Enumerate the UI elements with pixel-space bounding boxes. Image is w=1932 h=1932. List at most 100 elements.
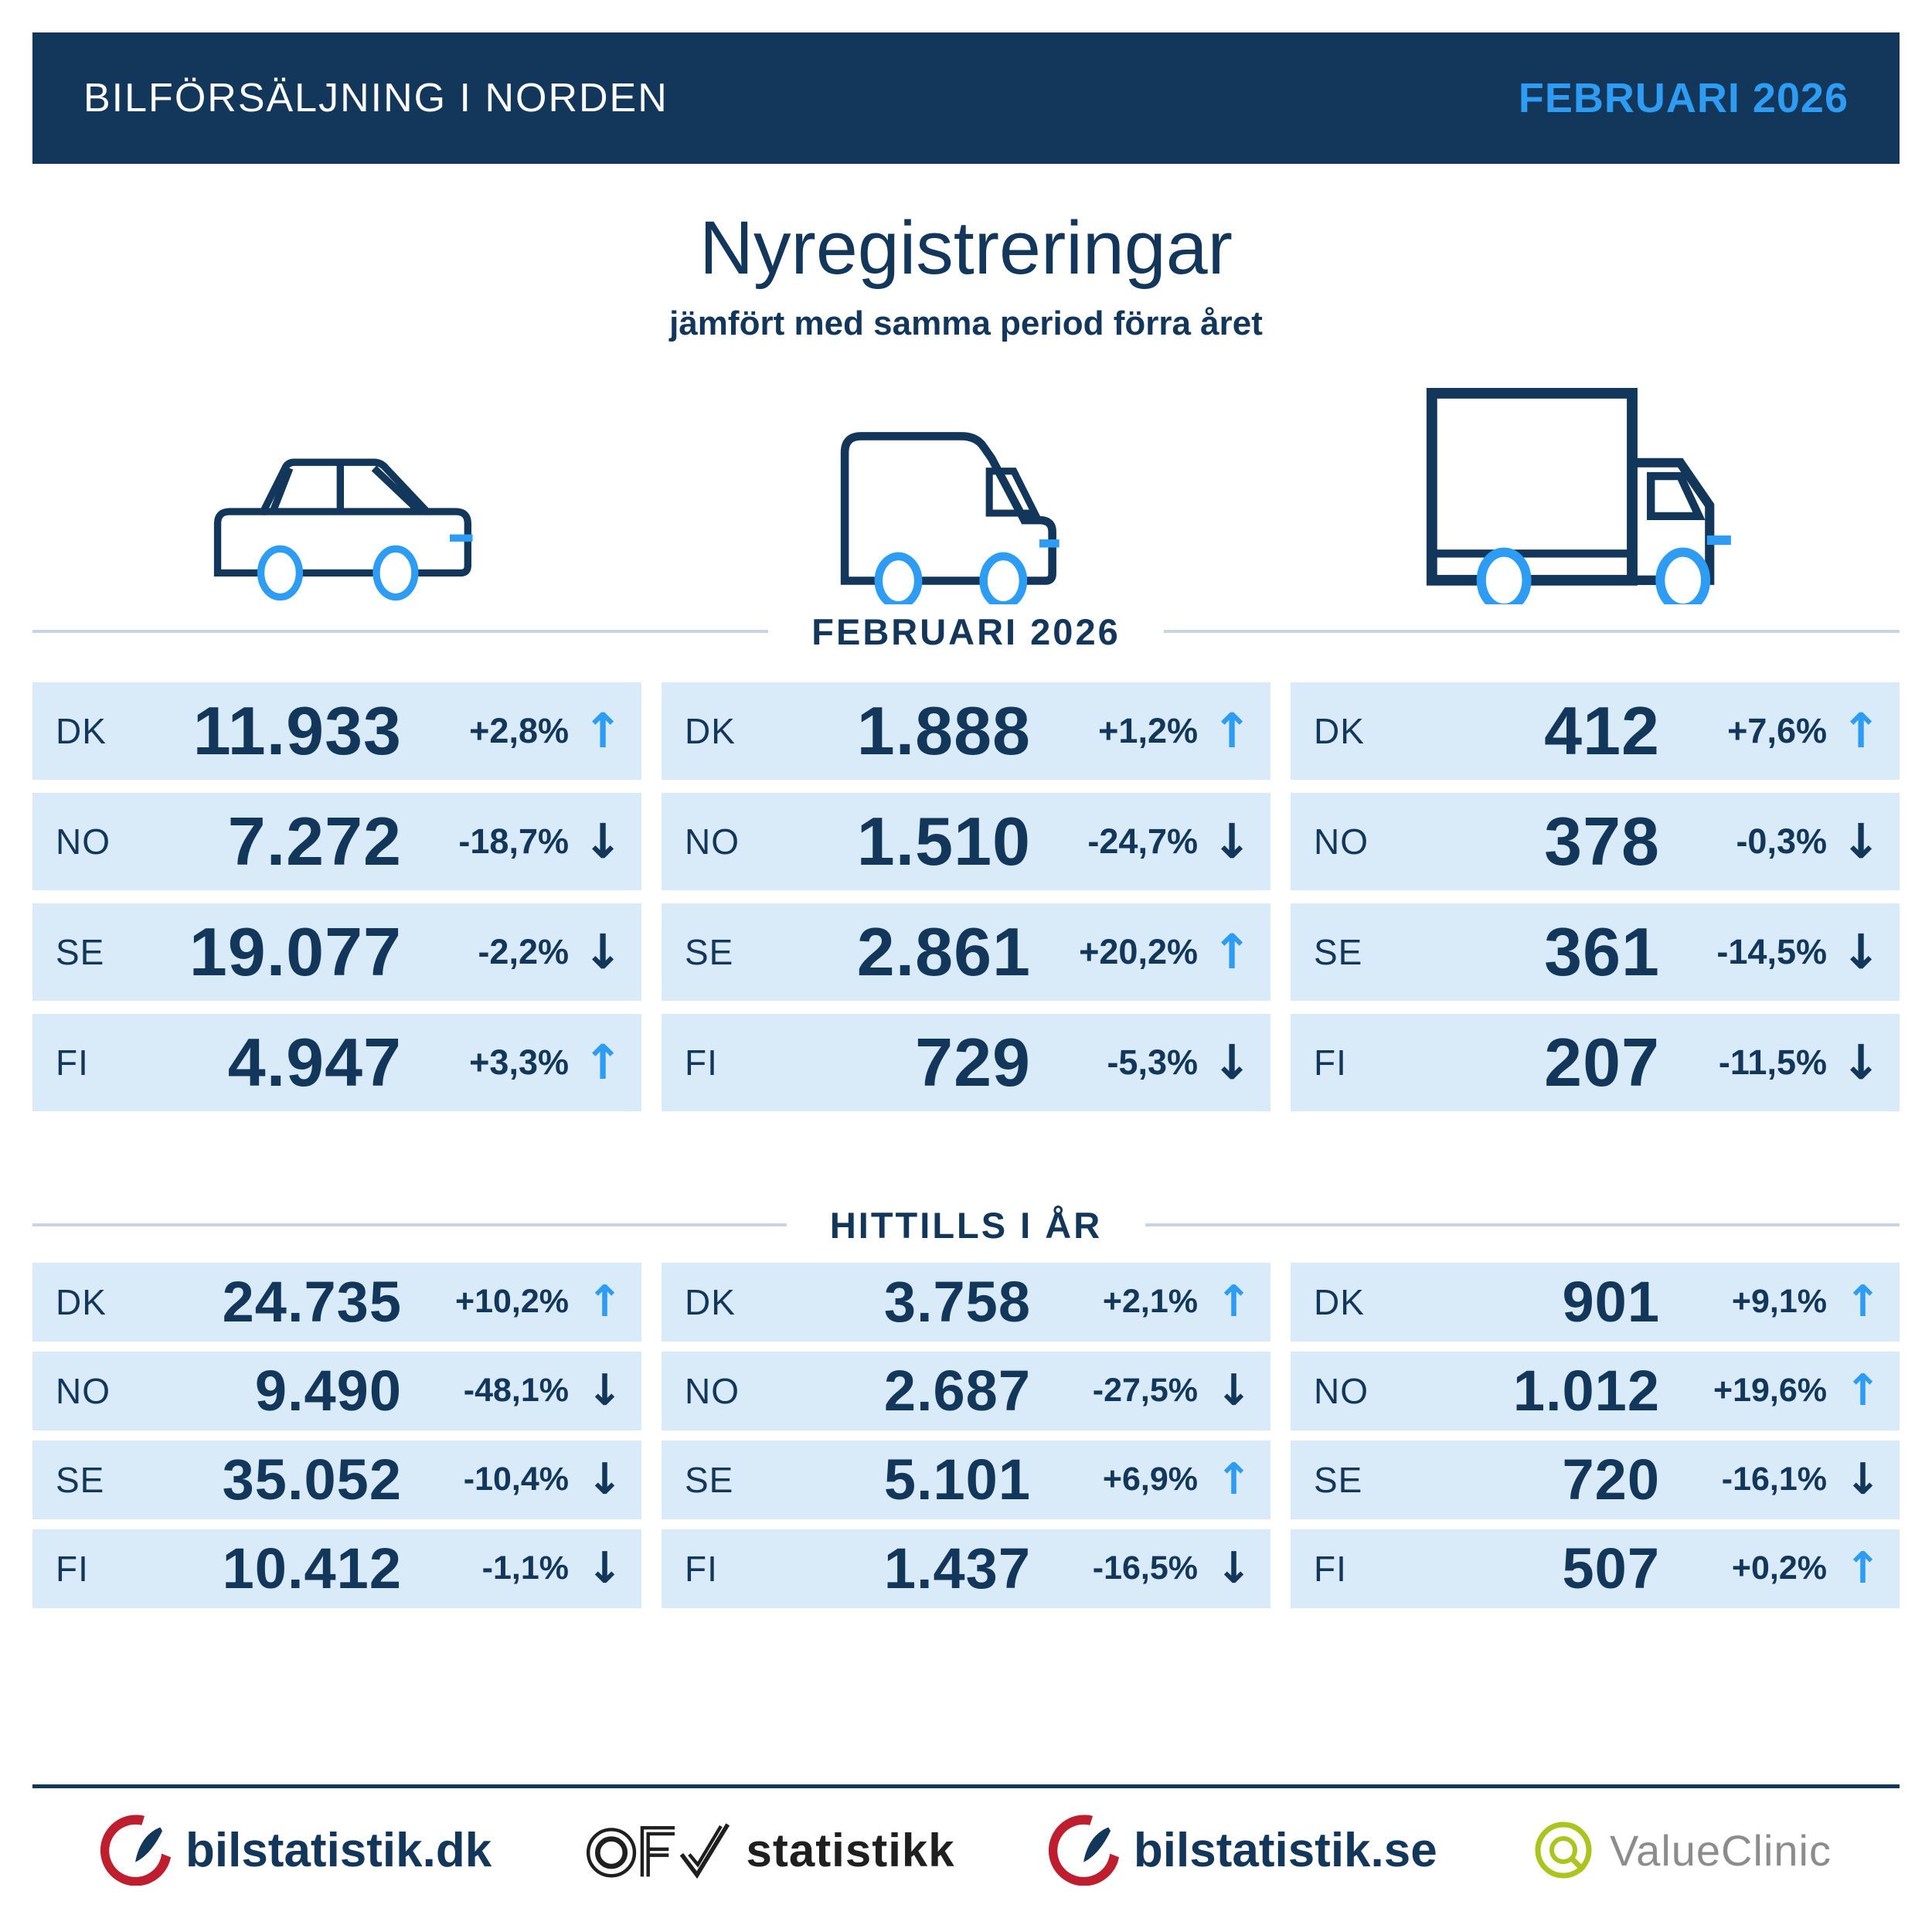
trend-up-icon: ↑ <box>1845 1365 1881 1416</box>
trend-up-icon: ↑ <box>1212 923 1252 980</box>
stats-grid-ytd: DK 24.735 +10,2% ↑ NO 9.490 -48,1% ↓ SE 35.052 -10… <box>32 1262 1900 1608</box>
change-percent: -11,5% <box>1718 1042 1827 1082</box>
trend-down-icon: ↓ <box>583 812 623 869</box>
change-percent: -5,3% <box>1107 1042 1198 1082</box>
stat-row-truck-fi: FI 507 +0,2% ↑ <box>1291 1529 1900 1608</box>
registration-count: 4.947 <box>227 1023 402 1100</box>
logo-bilstatistik-dk: bilstatistik.dk <box>100 1815 492 1886</box>
stat-row-van-se: SE 2.861 +20,2% ↑ <box>662 903 1270 1001</box>
stats-column-truck: DK 901 +9,1% ↑ NO 1.012 +19,6% ↑ SE 720 -16,1% ↓ FI 5… <box>1291 1262 1900 1608</box>
section-header-februari: FEBRUARI 2026 <box>32 611 1900 653</box>
country-code: SE <box>1314 931 1363 972</box>
stat-row-van-fi: FI 729 -5,3% ↓ <box>662 1013 1270 1111</box>
stat-row-van-no: NO 2.687 -27,5% ↓ <box>662 1351 1270 1430</box>
registration-count: 2.687 <box>883 1359 1031 1423</box>
header-period: FEBRUARI 2026 <box>1518 75 1849 121</box>
stat-row-truck-no: NO 378 -0,3% ↓ <box>1291 792 1900 890</box>
trend-down-icon: ↓ <box>1212 812 1252 869</box>
country-code: DK <box>685 710 736 751</box>
ofv-icon <box>587 1823 730 1879</box>
trend-down-icon: ↓ <box>1845 1454 1881 1505</box>
country-code: NO <box>56 821 111 862</box>
registration-count: 1.888 <box>856 692 1031 769</box>
van-cell <box>655 417 1277 604</box>
registration-count: 729 <box>915 1023 1031 1100</box>
change-percent: -14,5% <box>1716 931 1827 971</box>
change-percent: +20,2% <box>1079 931 1198 971</box>
registration-count: 5.101 <box>883 1447 1031 1512</box>
change-percent: -1,1% <box>481 1549 569 1587</box>
stats-grid-februari: DK 11.933 +2,8% ↑ NO 7.272 -18,7% ↓ SE 19.077 -2,2… <box>32 682 1900 1111</box>
bilstatistik-swoosh-icon <box>1048 1815 1119 1886</box>
logo-text: statistikk <box>746 1824 955 1876</box>
section-label: HITTILLS I ÅR <box>829 1204 1103 1246</box>
stat-row-passenger-car-se: SE 35.052 -10,4% ↓ <box>32 1440 641 1519</box>
stat-row-passenger-car-fi: FI 4.947 +3,3% ↑ <box>32 1013 641 1111</box>
trend-up-icon: ↑ <box>587 1276 623 1327</box>
footer-logos-row: bilstatistik.dk statistikk bil <box>32 1815 1900 1886</box>
change-percent: -16,5% <box>1092 1549 1198 1587</box>
stat-row-van-se: SE 5.101 +6,9% ↑ <box>662 1440 1270 1519</box>
section-divider-line <box>32 1223 787 1227</box>
truck-icon <box>1427 387 1732 604</box>
footer: bilstatistik.dk statistikk bil <box>32 1784 1900 1900</box>
header-bar: BILFÖRSÄLJNING I NORDEN FEBRUARI 2026 <box>32 32 1900 164</box>
trend-down-icon: ↓ <box>1841 812 1881 869</box>
logo-text: bilstatistik.se <box>1133 1823 1437 1877</box>
registration-count: 412 <box>1544 692 1660 769</box>
change-percent: -10,4% <box>463 1461 569 1498</box>
stat-row-truck-no: NO 1.012 +19,6% ↑ <box>1291 1351 1900 1430</box>
country-code: FI <box>56 1548 89 1589</box>
stat-row-van-dk: DK 1.888 +1,2% ↑ <box>662 682 1270 780</box>
registration-count: 1.510 <box>856 802 1031 879</box>
header-title: BILFÖRSÄLJNING I NORDEN <box>83 76 668 121</box>
truck-cell <box>1277 383 1900 604</box>
change-percent: -48,1% <box>463 1372 569 1410</box>
change-percent: -0,3% <box>1736 821 1827 861</box>
passenger-car-icon <box>213 458 473 601</box>
stat-row-passenger-car-no: NO 7.272 -18,7% ↓ <box>32 792 641 890</box>
trend-down-icon: ↓ <box>1841 1033 1881 1090</box>
intro-block: Nyregistreringar jämfört med samma perio… <box>32 209 1900 343</box>
passenger-car-cell <box>32 451 655 604</box>
stat-row-passenger-car-se: SE 19.077 -2,2% ↓ <box>32 903 641 1001</box>
van-icon <box>840 432 1060 604</box>
registration-count: 378 <box>1544 802 1660 879</box>
country-code: SE <box>685 931 734 972</box>
country-code: SE <box>56 1459 105 1500</box>
registration-count: 35.052 <box>222 1447 402 1512</box>
change-percent: +2,1% <box>1102 1283 1198 1321</box>
logo-text: bilstatistik.dk <box>185 1823 492 1877</box>
page-title: Nyregistreringar <box>699 206 1233 290</box>
trend-down-icon: ↓ <box>587 1454 623 1505</box>
country-code: FI <box>1314 1548 1347 1589</box>
trend-down-icon: ↓ <box>1212 1033 1252 1090</box>
stats-column-van: DK 3.758 +2,1% ↑ NO 2.687 -27,5% ↓ SE 5.101 +6,9% ↑… <box>662 1262 1270 1608</box>
change-percent: -27,5% <box>1092 1372 1198 1410</box>
change-percent: -18,7% <box>458 821 569 861</box>
logo-text: ValueClinic <box>1609 1825 1832 1875</box>
trend-up-icon: ↑ <box>583 702 623 759</box>
registration-count: 1.012 <box>1512 1359 1660 1423</box>
stats-column-passenger-car: DK 24.735 +10,2% ↑ NO 9.490 -48,1% ↓ SE 35.052 -10… <box>32 1262 641 1608</box>
trend-up-icon: ↑ <box>1216 1276 1252 1327</box>
country-code: NO <box>685 821 740 862</box>
page-subtitle: jämfört med samma period förra året <box>669 304 1263 342</box>
footer-divider <box>32 1784 1900 1788</box>
change-percent: +10,2% <box>454 1283 569 1321</box>
section-label: FEBRUARI 2026 <box>811 611 1121 652</box>
change-percent: +7,6% <box>1727 710 1827 750</box>
stat-row-passenger-car-fi: FI 10.412 -1,1% ↓ <box>32 1529 641 1608</box>
registration-count: 19.077 <box>189 913 402 990</box>
registration-count: 2.861 <box>856 913 1031 990</box>
bilstatistik-swoosh-icon <box>100 1815 172 1886</box>
stat-row-truck-fi: FI 207 -11,5% ↓ <box>1291 1013 1900 1111</box>
registration-count: 361 <box>1544 913 1660 990</box>
change-percent: -2,2% <box>478 931 569 971</box>
registration-count: 720 <box>1562 1447 1660 1512</box>
change-percent: +3,3% <box>469 1042 569 1082</box>
registration-count: 1.437 <box>883 1536 1031 1601</box>
stat-row-truck-se: SE 720 -16,1% ↓ <box>1291 1440 1900 1519</box>
trend-down-icon: ↓ <box>583 923 623 980</box>
registration-count: 9.490 <box>254 1359 402 1423</box>
